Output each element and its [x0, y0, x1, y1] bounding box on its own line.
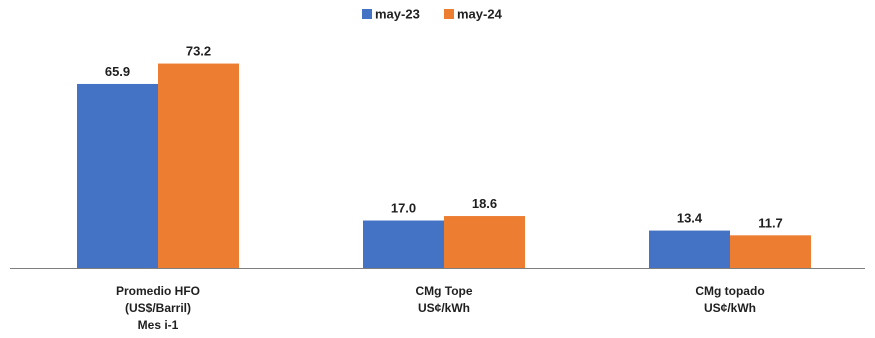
legend-swatch-may-24: [444, 9, 454, 19]
bar-may-23-2: [649, 230, 730, 268]
category-label-0-0: Promedio HFO: [116, 284, 200, 298]
category-label-2-1: US¢/kWh: [704, 301, 756, 315]
bars: [77, 63, 811, 268]
data-label-may-23-0: 65.9: [105, 64, 130, 79]
category-label-2-0: CMg topado: [695, 284, 764, 298]
bar-may-23-0: [77, 83, 158, 268]
legend-swatch-may-23: [362, 9, 372, 19]
data-label-may-23-2: 13.4: [677, 211, 703, 226]
data-label-may-24-2: 11.7: [758, 215, 783, 230]
legend-label-may-23: may-23: [375, 7, 420, 22]
value-labels: 65.9 17.0 13.4 73.2 18.6 11.7: [105, 44, 783, 231]
category-label-1-1: US¢/kWh: [418, 301, 470, 315]
data-label-may-24-1: 18.6: [472, 196, 497, 211]
category-label-1-0: CMg Tope: [415, 284, 472, 298]
legend: may-23 may-24: [362, 7, 503, 22]
category-label-0-1: (US$/Barril): [125, 301, 191, 315]
data-label-may-24-0: 73.2: [186, 44, 211, 59]
bar-may-24-0: [158, 63, 239, 268]
bar-may-23-1: [363, 220, 444, 268]
legend-label-may-24: may-24: [457, 7, 503, 22]
category-labels: Promedio HFO (US$/Barril) Mes i-1 CMg Tope U…: [116, 284, 765, 332]
data-label-may-23-1: 17.0: [391, 201, 416, 216]
bar-may-24-2: [730, 235, 811, 268]
category-label-0-2: Mes i-1: [138, 318, 179, 332]
bar-may-24-1: [444, 216, 525, 268]
